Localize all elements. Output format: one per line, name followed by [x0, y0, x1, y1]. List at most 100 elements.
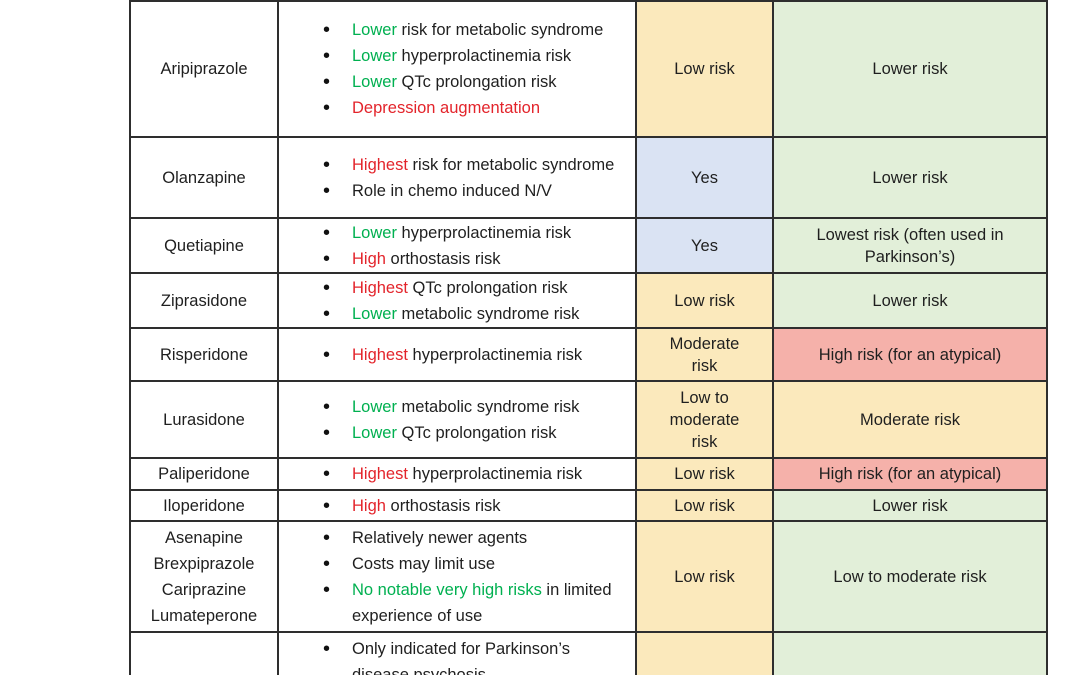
bullet-text-segment: Lower — [352, 423, 397, 442]
drug-name: Olanzapine — [162, 168, 246, 187]
drug-name-cell: Aripiprazole — [131, 2, 279, 138]
risk-text: High risk (for an atypical) — [818, 465, 1002, 483]
bullet-text-segment: Role in chemo induced N/V — [352, 181, 552, 200]
notes-cell: Only indicated for Parkinson’s disease p… — [279, 633, 637, 675]
drug-name: Risperidone — [159, 345, 249, 364]
risk-cell-col4: Lowest risk — [774, 633, 1048, 675]
notes-bullet-list: High orthostasis risk — [279, 493, 635, 519]
bullet-item: Highest risk for metabolic syndrome — [323, 152, 631, 178]
risk-text: Lower risk — [872, 496, 948, 515]
bullet-item: Lower metabolic syndrome risk — [323, 394, 631, 420]
risk-text: Low risk — [674, 496, 735, 515]
risk-cell-col4: Lower risk — [774, 491, 1048, 522]
bullet-item: Role in chemo induced N/V — [323, 178, 631, 204]
risk-text: Yes — [691, 236, 718, 255]
risk-text: High risk (for an atypical) — [818, 345, 1002, 364]
risk-text: Lowest risk (often used in Parkinson’s) — [816, 225, 1004, 266]
bullet-text-segment: Lower — [352, 21, 397, 39]
risk-cell-col3: Yes — [637, 219, 774, 274]
bullet-text-segment: metabolic syndrome risk — [396, 304, 580, 323]
risk-cell-col3: Moderate risk — [637, 329, 774, 382]
drug-name: Asenapine Brexpiprazole Cariprazine Lumatep… — [150, 528, 258, 625]
notes-bullet-list: Relatively newer agents Costs may limit u… — [279, 525, 635, 629]
risk-text: Moderate risk — [669, 334, 740, 375]
drug-name: Lurasidone — [163, 410, 245, 429]
bullet-text-segment: Lower — [352, 73, 397, 91]
table-row: Aripiprazole Lower risk for metabolic syn… — [131, 2, 1048, 138]
risk-text: Low risk — [674, 567, 735, 586]
bullet-item: Lower hyperprolactinemia risk — [323, 43, 631, 69]
bullet-text-segment: Highest — [352, 278, 408, 297]
bullet-text-segment: hyperprolactinemia risk — [407, 465, 583, 483]
bullet-text-segment: orthostasis risk — [385, 249, 501, 268]
drug-name: Iloperidone — [163, 496, 245, 515]
risk-text: Lowest risk — [869, 671, 952, 675]
notes-cell: Highest hyperprolactinemia risk — [279, 329, 637, 382]
drug-name: Quetiapine — [164, 236, 244, 255]
drug-name: Paliperidone — [158, 465, 250, 483]
risk-cell-col3: Low risk — [637, 274, 774, 329]
table-row: Ziprasidone Highest QTc prolongation risk… — [131, 274, 1048, 329]
notes-cell: High orthostasis risk — [279, 491, 637, 522]
bullet-text-segment: Lower — [352, 304, 397, 323]
risk-cell-col3: Low risk — [637, 459, 774, 491]
bullet-text-segment: QTc prolongation risk — [407, 278, 568, 297]
risk-cell-col3: Low risk — [637, 2, 774, 138]
bullet-item: Highest hyperprolactinemia risk — [323, 461, 631, 487]
risk-cell-col3: Yes — [637, 138, 774, 219]
table-row: Paliperidone Highest hyperprolactinemia r… — [131, 459, 1048, 491]
bullet-text-segment: hyperprolactinemia risk — [407, 345, 583, 364]
table-row: Quetiapine Lower hyperprolactinemia riskH… — [131, 219, 1048, 274]
bullet-item: Only indicated for Parkinson’s disease p… — [323, 636, 631, 675]
risk-cell-col4: Lower risk — [774, 138, 1048, 219]
antipsychotic-comparison-table: Aripiprazole Lower risk for metabolic syn… — [129, 0, 1048, 675]
bullet-item: Lower hyperprolactinemia risk — [323, 220, 631, 246]
drug-name-cell: Ziprasidone — [131, 274, 279, 329]
risk-cell-col3: Low risk — [637, 522, 774, 633]
table-row: Pimavanserin Only indicated for Parkinson… — [131, 633, 1048, 675]
bullet-item: High orthostasis risk — [323, 246, 631, 272]
bullet-item: Highest hyperprolactinemia risk — [323, 342, 631, 368]
risk-text: Low risk — [674, 60, 735, 78]
table-row: Asenapine Brexpiprazole Cariprazine Lumatep… — [131, 522, 1048, 633]
bullet-text-segment: in limited experience of use — [352, 580, 612, 625]
bullet-text-segment: High — [352, 496, 386, 515]
risk-cell-col4: Low to moderate risk — [774, 522, 1048, 633]
risk-text: Lower risk — [872, 60, 948, 78]
bullet-text-segment: orthostasis risk — [385, 496, 501, 515]
notes-bullet-list: Lower risk for metabolic syndromeLower h… — [279, 17, 635, 121]
bullet-item: Depression augmentation — [323, 95, 631, 121]
drug-name-cell: Olanzapine — [131, 138, 279, 219]
table-row: Iloperidone High orthostasis risk Low risk… — [131, 491, 1048, 522]
notes-bullet-list: Highest risk for metabolic syndrome Role … — [279, 152, 635, 204]
drug-name: Pimavanserin — [154, 669, 254, 675]
bullet-text-segment: Highest — [352, 465, 408, 483]
risk-text: Yes — [691, 168, 718, 187]
bullet-text-segment: Costs may limit use — [352, 554, 496, 573]
bullet-text-segment: metabolic syndrome risk — [396, 397, 580, 416]
bullet-text-segment: risk for metabolic syndrome — [396, 21, 604, 39]
bullet-text-segment: QTc prolongation risk — [396, 73, 557, 91]
risk-text: Low risk — [674, 671, 735, 675]
bullet-item: Lower metabolic syndrome risk — [323, 301, 631, 327]
bullet-text-segment: Lower — [352, 223, 397, 242]
bullet-item: Lower risk for metabolic syndrome — [323, 17, 631, 43]
risk-cell-col4: High risk (for an atypical) — [774, 459, 1048, 491]
drug-name-cell: Asenapine Brexpiprazole Cariprazine Lumatep… — [131, 522, 279, 633]
bullet-text-segment: Highest — [352, 155, 408, 174]
notes-cell: Lower risk for metabolic syndromeLower h… — [279, 2, 637, 138]
bullet-text-segment: Relatively newer agents — [352, 528, 528, 547]
drug-name-cell: Risperidone — [131, 329, 279, 382]
bullet-item: Highest QTc prolongation risk — [323, 275, 631, 301]
risk-cell-col3: Low risk — [637, 491, 774, 522]
bullet-item: Relatively newer agents — [323, 525, 631, 551]
notes-bullet-list: Only indicated for Parkinson’s disease p… — [279, 633, 635, 675]
bullet-item: No notable very high risks in limited ex… — [323, 577, 631, 629]
table-row: Risperidone Highest hyperprolactinemia ri… — [131, 329, 1048, 382]
